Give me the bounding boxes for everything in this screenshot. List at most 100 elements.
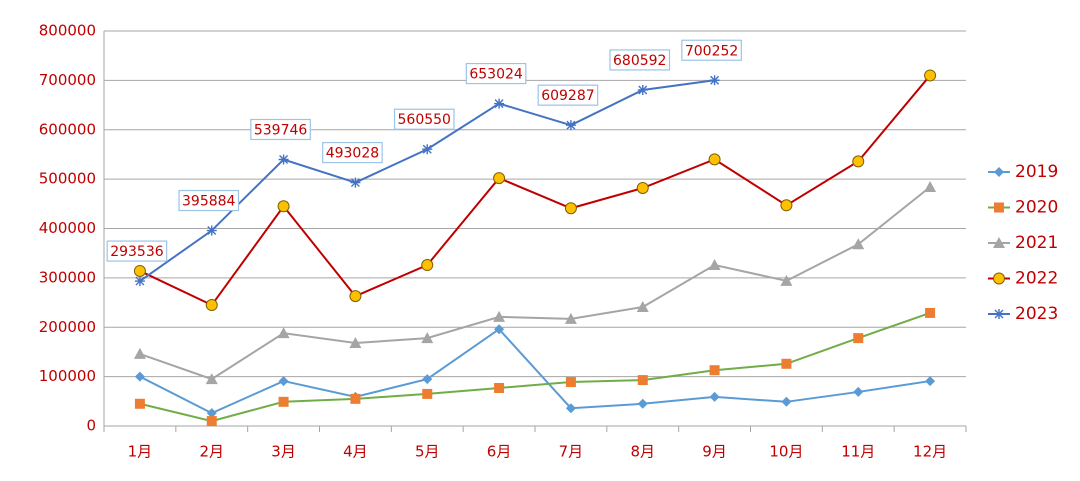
series: 293536 395884 539746 493028 560550 653024 6092… [106, 39, 742, 287]
marker [636, 301, 649, 313]
y-tick-label: 0 [86, 417, 96, 435]
marker [493, 310, 506, 322]
legend-label: 2021 [1015, 233, 1058, 253]
y-tick-label: 300000 [39, 268, 96, 286]
marker [206, 408, 217, 419]
marker [993, 272, 1005, 285]
data-label: 700252 [685, 43, 738, 59]
marker [852, 155, 865, 168]
x-tick-label: 1月 [128, 443, 153, 461]
marker [133, 264, 146, 277]
data-label: 680592 [613, 53, 666, 69]
data-label: 395884 [182, 194, 236, 210]
series [134, 307, 936, 427]
data-label-box [537, 84, 599, 106]
marker [564, 202, 577, 215]
data-label-box [465, 62, 527, 85]
marker [780, 274, 793, 286]
y-tick-label: 400000 [39, 219, 96, 237]
x-tick-label: 11月 [841, 443, 875, 461]
x-tick-label: 5月 [415, 443, 440, 461]
marker [350, 393, 361, 404]
y-tick-label: 700000 [39, 71, 96, 89]
marker [134, 398, 145, 409]
marker [709, 391, 720, 402]
marker [994, 202, 1004, 213]
y-tick-label: 800000 [39, 22, 96, 40]
marker [709, 75, 720, 86]
marker [709, 365, 720, 376]
marker [852, 238, 865, 250]
marker [421, 259, 434, 272]
legend-label: 2020 [1015, 198, 1058, 218]
marker [924, 69, 937, 82]
legend-label: 2022 [1015, 269, 1058, 289]
marker [422, 144, 433, 155]
marker [565, 403, 576, 414]
series-line [139, 327, 931, 415]
marker [205, 373, 218, 385]
marker [134, 371, 145, 382]
marker [565, 377, 576, 388]
x-tick-label: 3月 [271, 443, 296, 461]
data-label-box [106, 240, 168, 262]
series [133, 181, 937, 385]
x-tick-label: 2月 [199, 443, 224, 461]
marker [494, 382, 505, 393]
marker [206, 225, 217, 236]
marker [278, 154, 289, 165]
marker [422, 374, 433, 385]
marker [205, 299, 218, 312]
x-tick-label: 7月 [559, 443, 584, 461]
marker [925, 376, 936, 387]
marker [494, 98, 505, 109]
data-label-box [609, 49, 671, 71]
data-label-box [250, 118, 311, 141]
marker [781, 396, 792, 407]
marker [565, 120, 576, 131]
data-label: 293536 [110, 244, 164, 260]
data-label-box [322, 141, 383, 164]
series [133, 69, 937, 312]
marker [133, 347, 146, 359]
data-label: 539746 [254, 123, 308, 139]
marker [493, 172, 506, 185]
legend-label: 2023 [1015, 304, 1058, 324]
data-label-box [681, 39, 742, 61]
y-tick-label: 500000 [39, 170, 96, 188]
marker [853, 333, 864, 344]
series-line [139, 74, 931, 307]
marker [277, 200, 290, 213]
marker [708, 153, 721, 166]
marker [278, 396, 289, 407]
marker [637, 398, 648, 409]
marker [781, 358, 792, 369]
y-tick-label: 200000 [39, 318, 96, 336]
marker [494, 324, 505, 335]
marker [134, 276, 145, 287]
marker [925, 307, 936, 318]
marker [780, 199, 793, 212]
marker [422, 388, 433, 399]
marker [994, 167, 1004, 177]
marker [350, 177, 361, 188]
series-line [139, 186, 931, 381]
data-label-box [178, 189, 240, 212]
marker [994, 309, 1004, 319]
series-line [139, 311, 931, 423]
marker [637, 84, 648, 95]
x-tick-label: 10月 [769, 443, 803, 461]
data-label: 560550 [398, 112, 451, 128]
y-tick-label: 600000 [39, 120, 96, 138]
legend-label: 2019 [1015, 162, 1058, 182]
data-label-box [393, 108, 455, 130]
marker [708, 259, 721, 271]
marker [277, 327, 290, 339]
x-tick-label: 4月 [343, 443, 368, 461]
marker [349, 337, 362, 349]
marker [564, 312, 577, 324]
y-tick-label: 100000 [39, 367, 96, 385]
marker [993, 237, 1005, 248]
data-label: 653024 [469, 67, 523, 83]
